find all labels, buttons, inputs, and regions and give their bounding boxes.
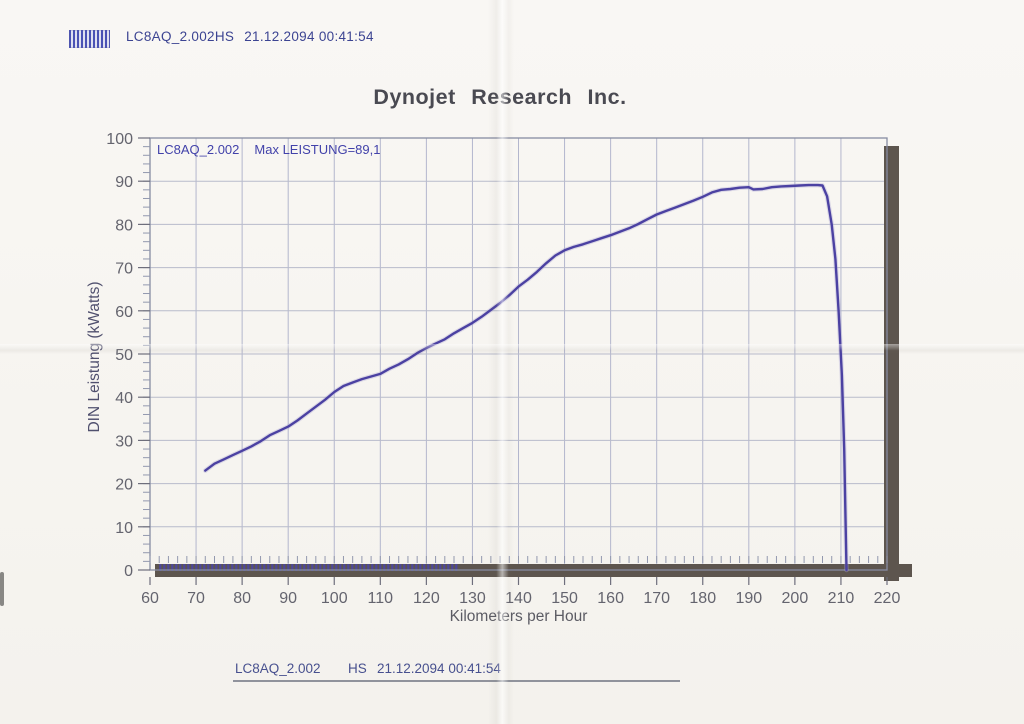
- svg-text:210: 210: [828, 590, 855, 607]
- svg-text:30: 30: [115, 433, 133, 450]
- header-file-info: LC8AQ_2.002HS 21.12.2094 00:41:54: [126, 29, 384, 44]
- svg-text:40: 40: [115, 390, 133, 407]
- svg-text:70: 70: [187, 590, 205, 607]
- y-axis-title: DIN Leistung (kWatts): [86, 281, 103, 433]
- svg-text:60: 60: [141, 590, 159, 607]
- svg-text:80: 80: [115, 217, 133, 234]
- svg-text:170: 170: [643, 590, 670, 607]
- legend-max-power: Max LEISTUNG=89,1: [254, 142, 381, 157]
- svg-text:130: 130: [459, 590, 486, 607]
- svg-text:10: 10: [115, 520, 133, 537]
- svg-text:190: 190: [735, 590, 762, 607]
- svg-text:0: 0: [124, 563, 133, 580]
- svg-text:20: 20: [115, 477, 133, 494]
- svg-text:100: 100: [106, 131, 133, 148]
- footer-timestamp: 21.12.2094 00:41:54: [377, 661, 501, 676]
- svg-text:110: 110: [368, 590, 394, 607]
- x-axis-title: Kilometers per Hour: [449, 608, 588, 625]
- svg-text:150: 150: [551, 590, 578, 607]
- svg-text:70: 70: [115, 261, 133, 278]
- legend-run-name: LC8AQ_2.002: [157, 142, 240, 157]
- footer-rule: [233, 680, 680, 682]
- footer-run-name: LC8AQ_2.002: [235, 661, 321, 676]
- svg-text:140: 140: [505, 590, 532, 607]
- svg-text:200: 200: [782, 590, 809, 607]
- scan-edge-artifact: [0, 572, 4, 606]
- svg-text:160: 160: [597, 590, 624, 607]
- svg-text:220: 220: [874, 590, 901, 607]
- svg-text:120: 120: [413, 590, 440, 607]
- svg-text:100: 100: [321, 590, 348, 607]
- svg-text:80: 80: [233, 590, 251, 607]
- barcode-icon: [69, 30, 110, 48]
- chart-legend: LC8AQ_2.002 Max LEISTUNG=89,1: [157, 142, 395, 157]
- svg-text:90: 90: [279, 590, 297, 607]
- footer-operator: HS: [348, 661, 367, 676]
- svg-text:50: 50: [115, 347, 133, 364]
- svg-text:90: 90: [115, 174, 133, 191]
- svg-text:180: 180: [689, 590, 716, 607]
- svg-text:60: 60: [115, 304, 133, 321]
- header-timestamp: 21.12.2094 00:41:54: [244, 29, 374, 44]
- header-file-id: LC8AQ_2.002HS: [126, 29, 235, 44]
